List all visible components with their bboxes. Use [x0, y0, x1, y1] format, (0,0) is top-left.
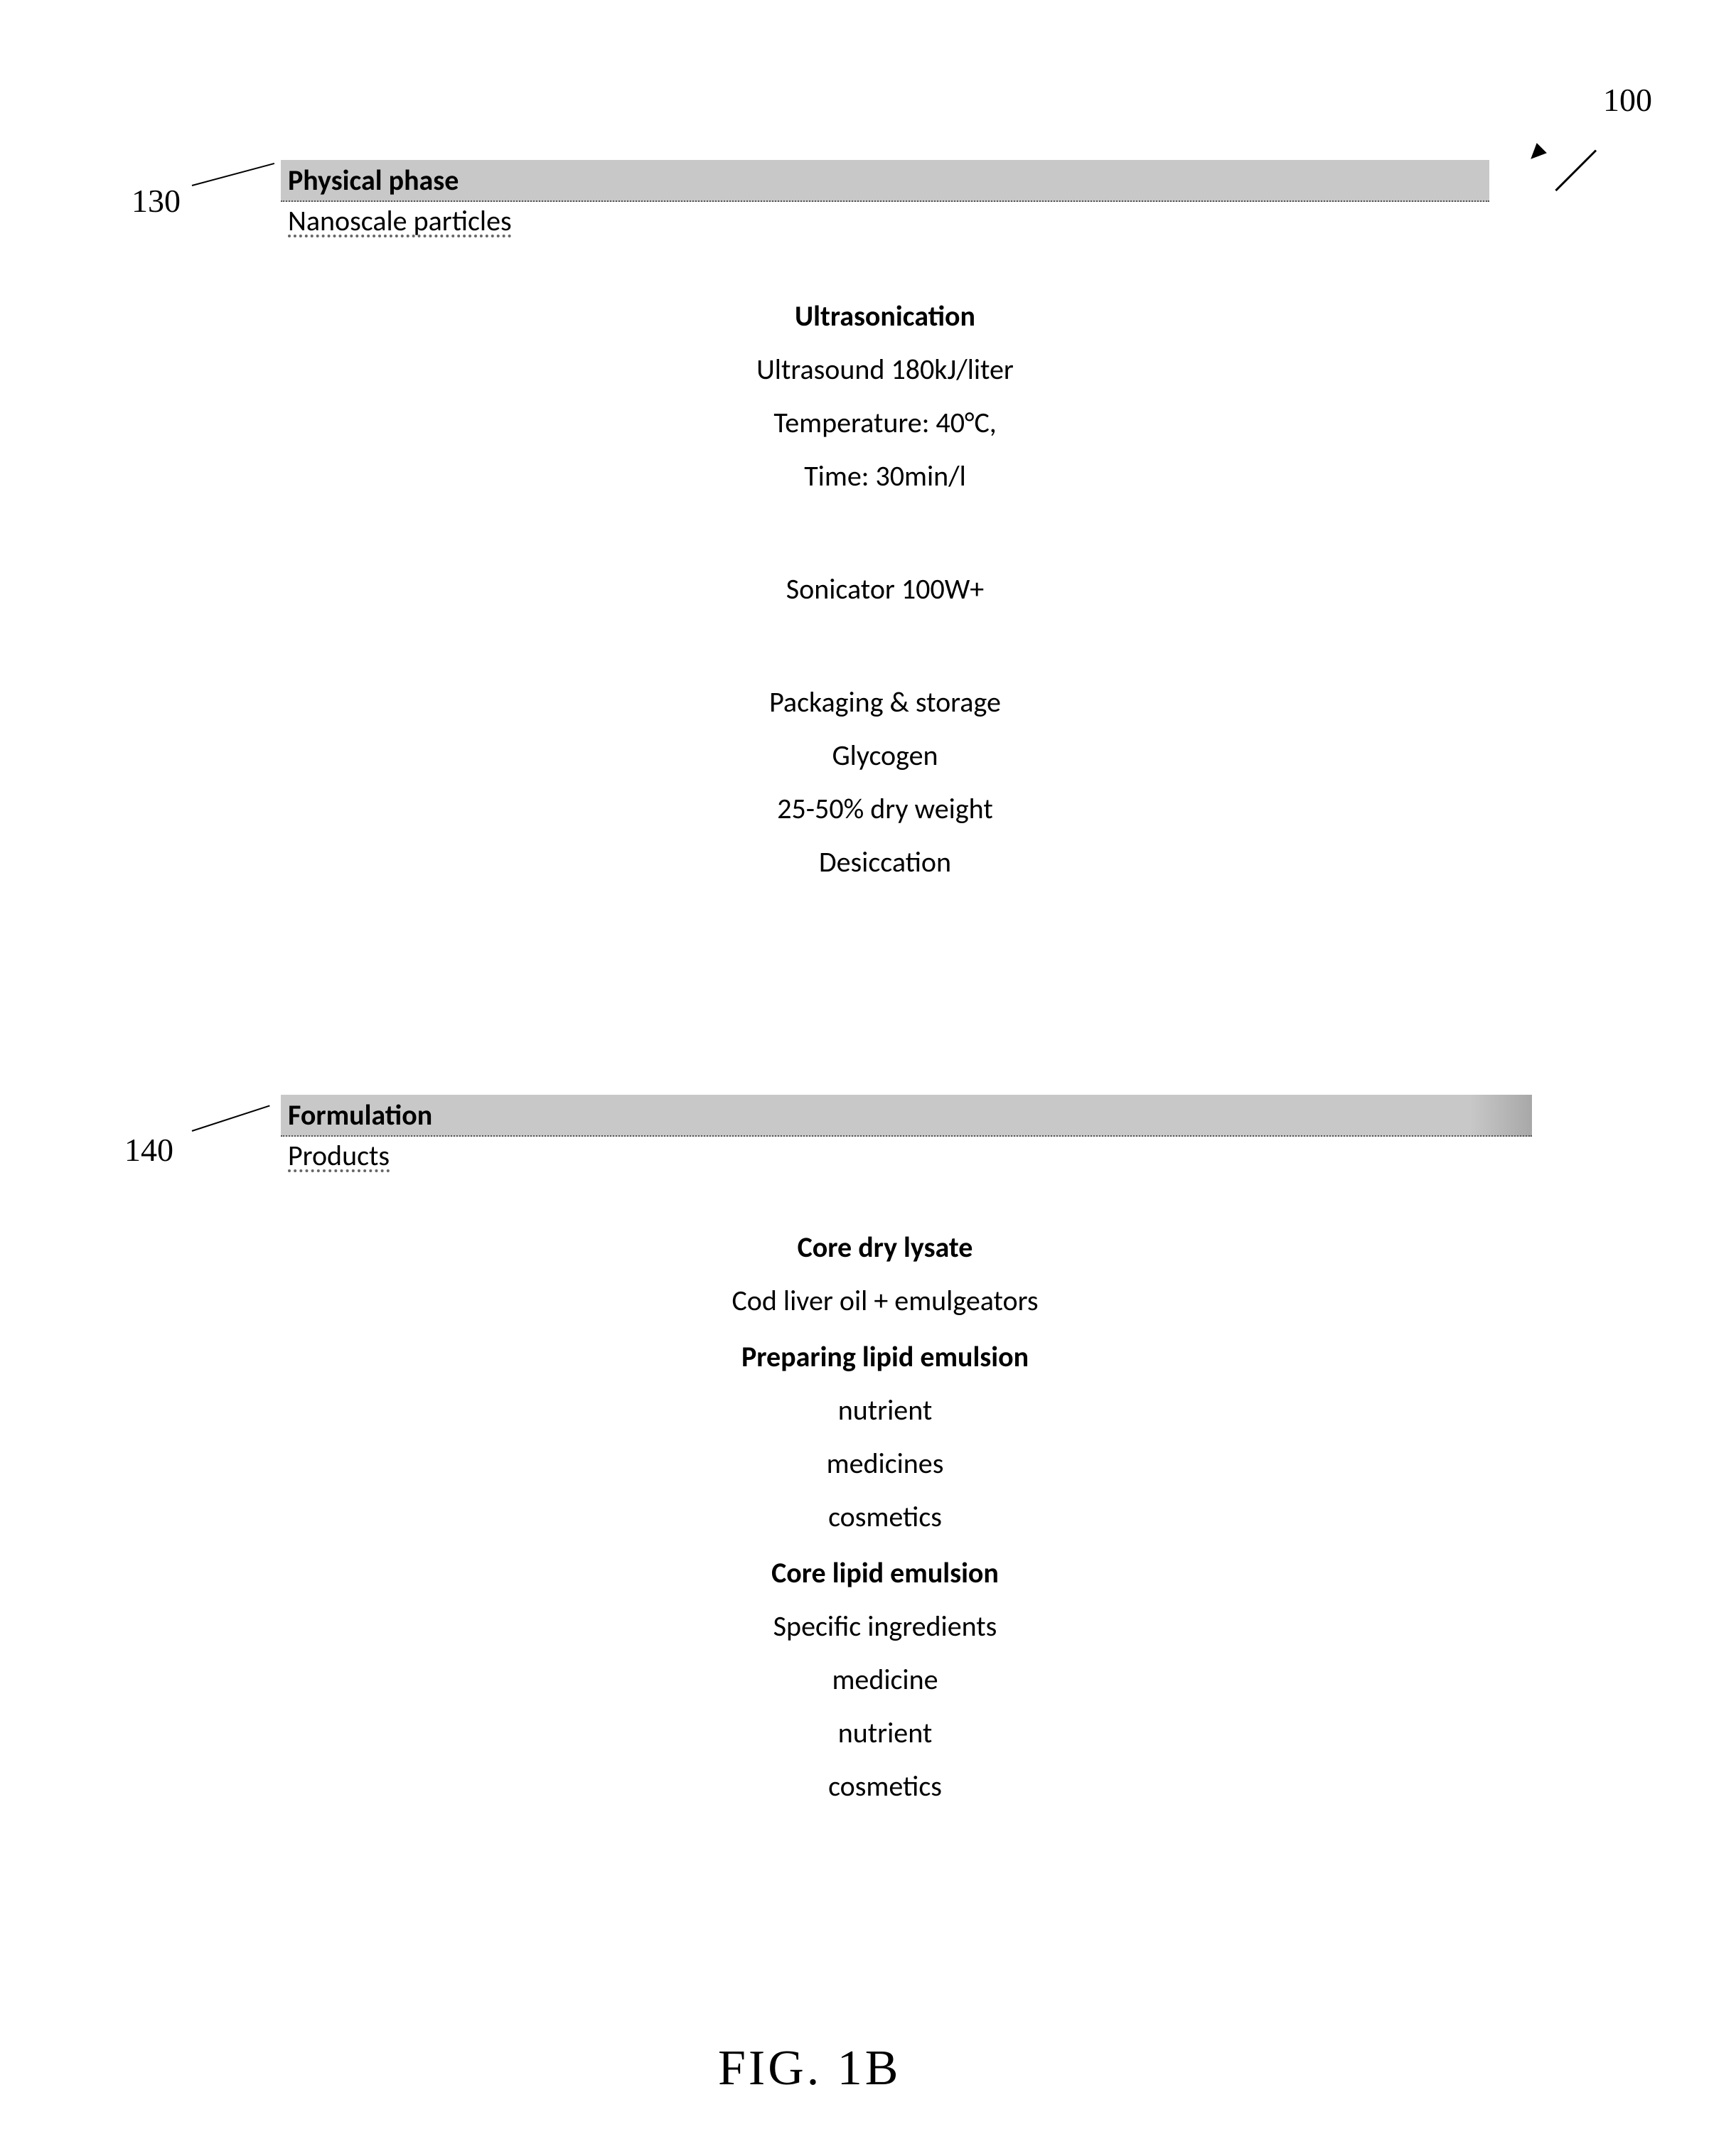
- line-cod-liver-oil: Cod liver oil + emulgeators: [281, 1283, 1489, 1318]
- callout-100-line: [1555, 149, 1597, 191]
- callout-140: 140: [124, 1134, 173, 1167]
- section-130-title: Physical phase: [281, 160, 1489, 202]
- line-specific-ingredients: Specific ingredients: [281, 1609, 1489, 1644]
- callout-140-line: [192, 1105, 270, 1132]
- line-nutrient-1: nutrient: [281, 1393, 1489, 1427]
- line-dry-weight: 25-50% dry weight: [281, 791, 1489, 826]
- heading-ultrasonication: Ultrasonication: [281, 299, 1489, 333]
- section-140-title: Formulation: [281, 1095, 1532, 1137]
- line-cosmetics-2: cosmetics: [281, 1769, 1489, 1803]
- heading-core-dry-lysate: Core dry lysate: [281, 1230, 1489, 1265]
- page: 100 Physical phase Nanoscale particles 1…: [0, 0, 1736, 2139]
- block-formulation-content: Core dry lysate Cod liver oil + emulgeat…: [281, 1208, 1489, 1822]
- line-nutrient-2: nutrient: [281, 1715, 1489, 1750]
- callout-130-line: [192, 163, 274, 186]
- line-cosmetics-1: cosmetics: [281, 1499, 1489, 1534]
- callout-100: 100: [1603, 84, 1652, 117]
- line-desiccation: Desiccation: [281, 845, 1489, 879]
- heading-core-lipid-emulsion: Core lipid emulsion: [281, 1555, 1489, 1590]
- line-sonicator: Sonicator 100W+: [281, 572, 1489, 606]
- section-formulation: Formulation Products: [281, 1095, 1532, 1176]
- section-130-subtitle: Nanoscale particles: [281, 202, 519, 241]
- line-medicine: medicine: [281, 1662, 1489, 1697]
- line-temperature: Temperature: 40°C,: [281, 405, 1489, 440]
- figure-caption: FIG. 1B: [718, 2040, 901, 2097]
- heading-preparing-lipid-emulsion: Preparing lipid emulsion: [281, 1339, 1489, 1374]
- line-packaging: Packaging & storage: [281, 685, 1489, 719]
- line-glycogen: Glycogen: [281, 738, 1489, 773]
- callout-130: 130: [132, 185, 181, 218]
- line-time: Time: 30min/l: [281, 459, 1489, 493]
- callout-100-arrowhead: [1526, 143, 1547, 164]
- section-physical-phase: Physical phase Nanoscale particles: [281, 160, 1489, 241]
- section-140-subtitle: Products: [281, 1137, 397, 1176]
- line-medicines: medicines: [281, 1446, 1489, 1481]
- block-physical-phase-content: Ultrasonication Ultrasound 180kJ/liter T…: [281, 277, 1489, 898]
- line-ultrasound: Ultrasound 180kJ/liter: [281, 352, 1489, 387]
